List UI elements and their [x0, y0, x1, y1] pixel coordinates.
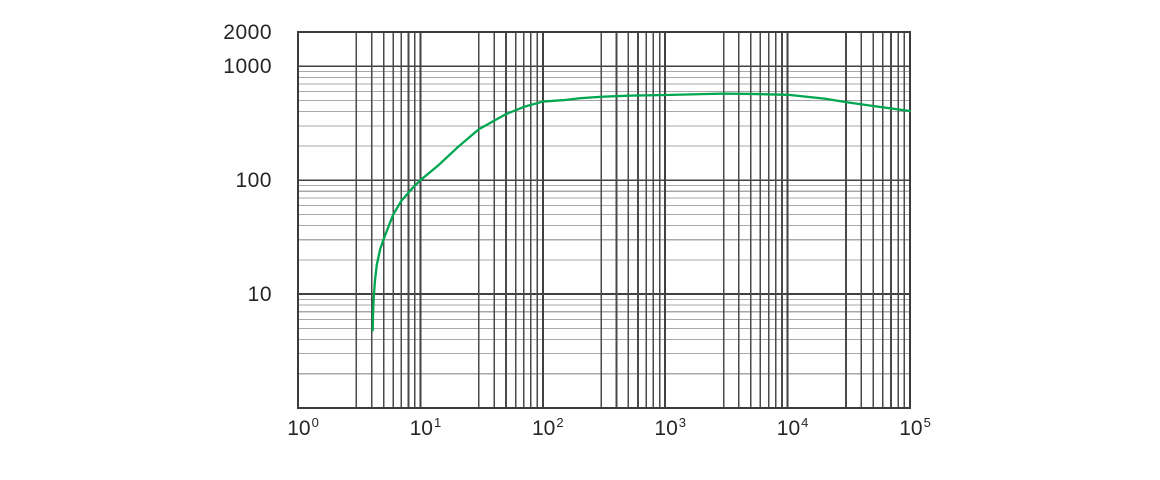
x-tick-base: 10 [409, 417, 433, 440]
x-tick-base: 10 [776, 417, 801, 440]
y-tick-label-1000: 1000 [223, 54, 272, 78]
y-tick-label-100: 100 [235, 168, 272, 192]
x-tick-exponent: 1 [433, 415, 442, 430]
x-tick-exponent: 3 [678, 415, 686, 430]
x-tick-base: 10 [287, 417, 311, 440]
response-curve [371, 92, 912, 332]
x-tick-base: 10 [654, 417, 678, 440]
x-tick-base: 10 [899, 417, 923, 440]
plot-frame [296, 30, 912, 410]
y-tick-label-2000: 2000 [223, 20, 272, 44]
x-tick-label-10e0: 100 [287, 415, 319, 440]
x-tick-exponent: 4 [801, 415, 809, 430]
x-tick-base: 10 [532, 417, 556, 440]
x-tick-label-10e1: 101 [409, 415, 442, 440]
x-tick-label-10e4: 104 [776, 415, 809, 440]
x-tick-exponent: 2 [556, 415, 564, 430]
y-tick-label-10: 10 [247, 282, 272, 306]
x-tick-label-10e2: 102 [532, 415, 564, 440]
x-tick-label-10e3: 103 [654, 415, 686, 440]
x-tick-exponent: 0 [311, 415, 319, 430]
x-tick-exponent: 5 [923, 415, 931, 430]
x-tick-label-10e5: 105 [899, 415, 931, 440]
